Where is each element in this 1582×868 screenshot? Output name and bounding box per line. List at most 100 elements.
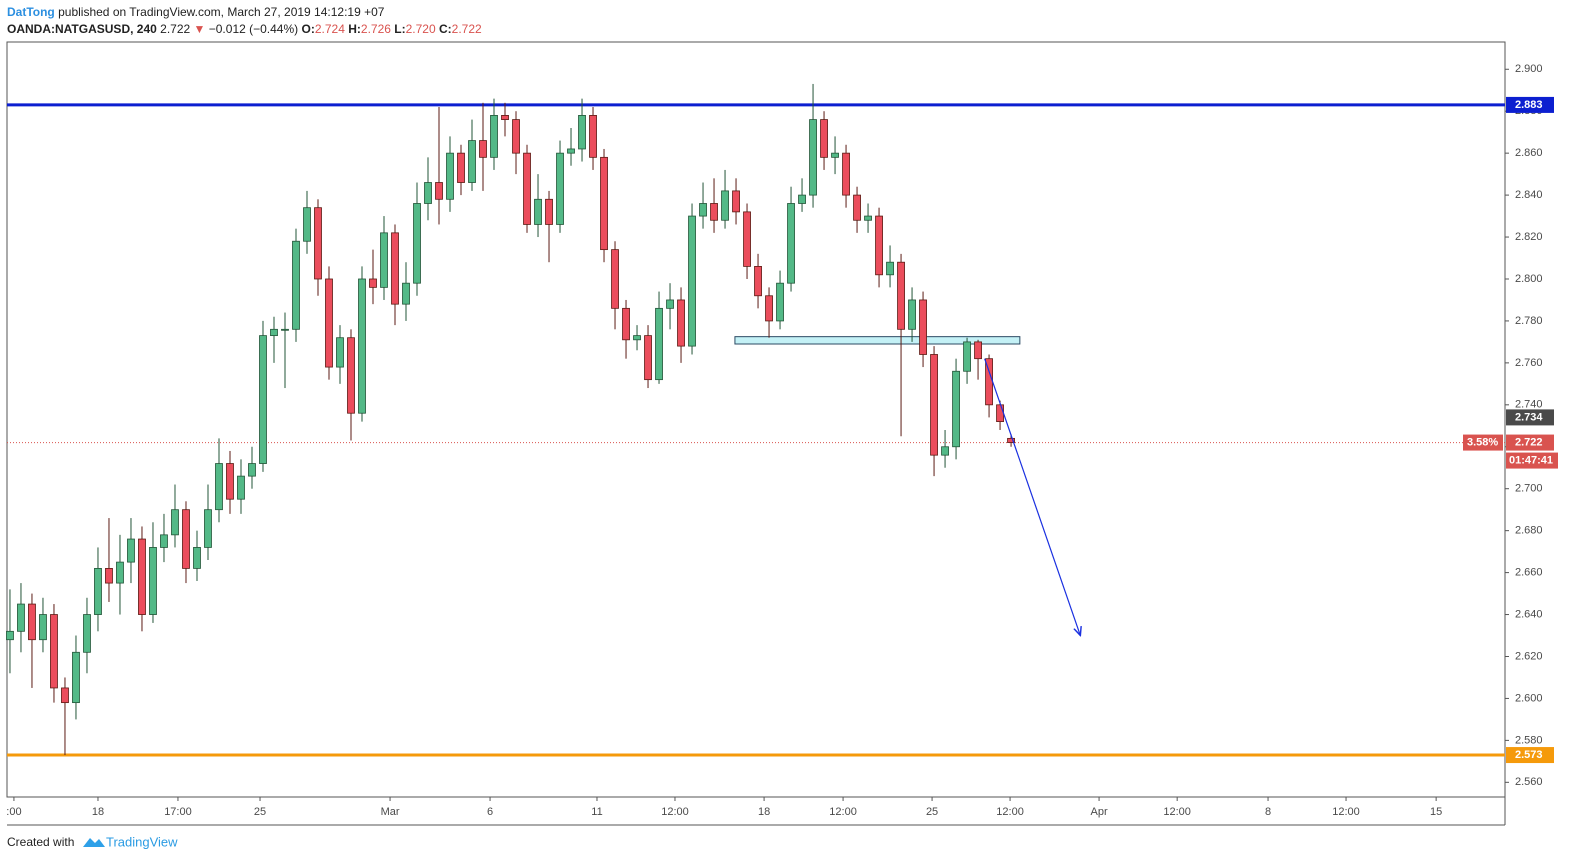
candle-body <box>446 152 454 200</box>
candle-body <box>50 614 58 689</box>
candle-body <box>28 603 36 641</box>
candle-body <box>754 266 762 297</box>
published: published on TradingView.com, March 27, … <box>58 5 385 19</box>
x-tick-label: 12:00 <box>661 806 689 818</box>
countdown: 01:47:41 <box>1509 454 1553 466</box>
candle-body <box>105 568 113 584</box>
candle-body <box>655 307 663 381</box>
l-label: L: <box>394 22 406 36</box>
candle-body <box>204 509 212 548</box>
candle-body <box>732 190 740 213</box>
candle-body <box>996 404 1004 422</box>
y-tick-label: 2.760 <box>1515 357 1543 369</box>
o-label: O: <box>301 22 315 36</box>
candle-body <box>237 475 245 500</box>
x-tick-label: Apr <box>1091 806 1108 818</box>
candle-body <box>94 568 102 615</box>
candle-body <box>545 198 553 225</box>
candle-body <box>688 215 696 347</box>
zone <box>734 336 1021 345</box>
candle-body <box>61 687 69 704</box>
x-tick-label: 12:00 <box>829 806 857 818</box>
x-tick-label: 12:00 <box>996 806 1024 818</box>
candle-body <box>611 249 619 309</box>
candle-body <box>600 156 608 251</box>
candle-body <box>182 509 190 569</box>
author[interactable]: DatTong <box>7 5 55 19</box>
candle-body <box>413 203 421 284</box>
level-label-bg <box>1506 747 1554 764</box>
candle-body <box>457 152 465 183</box>
candle-body <box>556 152 564 225</box>
candle-body <box>776 282 784 322</box>
o: 2.724 <box>314 22 345 36</box>
candle-body <box>160 534 168 548</box>
last-price-label-bg <box>1506 434 1554 451</box>
candle-body <box>171 509 179 536</box>
candle-body <box>17 603 25 632</box>
candle-body <box>215 463 223 511</box>
x-tick-label: 11 <box>591 806 602 818</box>
y-tick-label: 2.640 <box>1515 608 1543 620</box>
candle-body <box>820 119 828 158</box>
candle-body <box>39 614 47 641</box>
candle-body <box>798 194 806 204</box>
x-tick-label: 17:00 <box>164 806 192 818</box>
y-tick-label: 2.820 <box>1515 231 1543 243</box>
y-tick-label: 2.680 <box>1515 525 1543 537</box>
y-tick-label: 2.900 <box>1515 63 1543 75</box>
change: −0.012 (−0.44%) <box>208 22 299 36</box>
y-tick-label: 2.700 <box>1515 483 1543 495</box>
y-tick-label: 2.740 <box>1515 399 1543 411</box>
candle-body <box>930 354 938 456</box>
last-price-label: 2.722 <box>1515 436 1543 448</box>
candle-body <box>567 148 575 154</box>
candle-body <box>292 240 300 330</box>
tv-logo <box>83 838 105 847</box>
candle-body <box>941 446 949 456</box>
candle-body <box>435 182 443 200</box>
h-label: H: <box>348 22 361 36</box>
candle-body <box>897 261 905 330</box>
candle-body <box>952 370 960 448</box>
candle-body <box>479 140 487 158</box>
c-label: C: <box>438 22 452 36</box>
x-tick-label: Mar <box>381 806 400 818</box>
candle-body <box>259 335 267 464</box>
plot-frame <box>6 41 1506 798</box>
change-label: 3.58% <box>1467 436 1498 448</box>
h: 2.726 <box>360 22 391 36</box>
candle-body <box>468 140 476 183</box>
candle-body <box>721 190 729 221</box>
l: 2.720 <box>405 22 436 36</box>
candle-body <box>347 337 355 414</box>
candle-body <box>512 119 520 154</box>
candle-body <box>72 651 80 704</box>
candle-body <box>523 152 531 225</box>
candle-body <box>138 538 146 615</box>
candle-body <box>325 278 333 368</box>
brand[interactable]: TradingView <box>106 834 178 849</box>
candle-body <box>149 547 157 615</box>
candle-body <box>336 337 344 368</box>
y-tick-label: 2.660 <box>1515 567 1543 579</box>
forecast-arrow <box>984 358 1081 636</box>
y-tick-label: 2.860 <box>1515 147 1543 159</box>
candle-body <box>864 215 872 221</box>
level-label: 2.573 <box>1515 749 1543 761</box>
x-tick-label: 12:00 <box>1332 806 1360 818</box>
candle-body <box>644 335 652 381</box>
countdown-bg <box>1506 452 1558 469</box>
candle-body <box>270 328 278 337</box>
x-tick-label: 12:00 <box>1163 806 1191 818</box>
candle-body <box>501 115 509 120</box>
candle-body <box>534 198 542 225</box>
y-tick-label: 2.560 <box>1515 776 1543 788</box>
candle-body <box>424 182 432 204</box>
publish-line: DatTong published on TradingView.com, Ma… <box>7 5 384 19</box>
change-bg <box>1463 434 1503 451</box>
x-tick-label: 15 <box>1430 806 1442 818</box>
marker-label-bg <box>1506 409 1554 426</box>
candle-body <box>358 278 366 414</box>
